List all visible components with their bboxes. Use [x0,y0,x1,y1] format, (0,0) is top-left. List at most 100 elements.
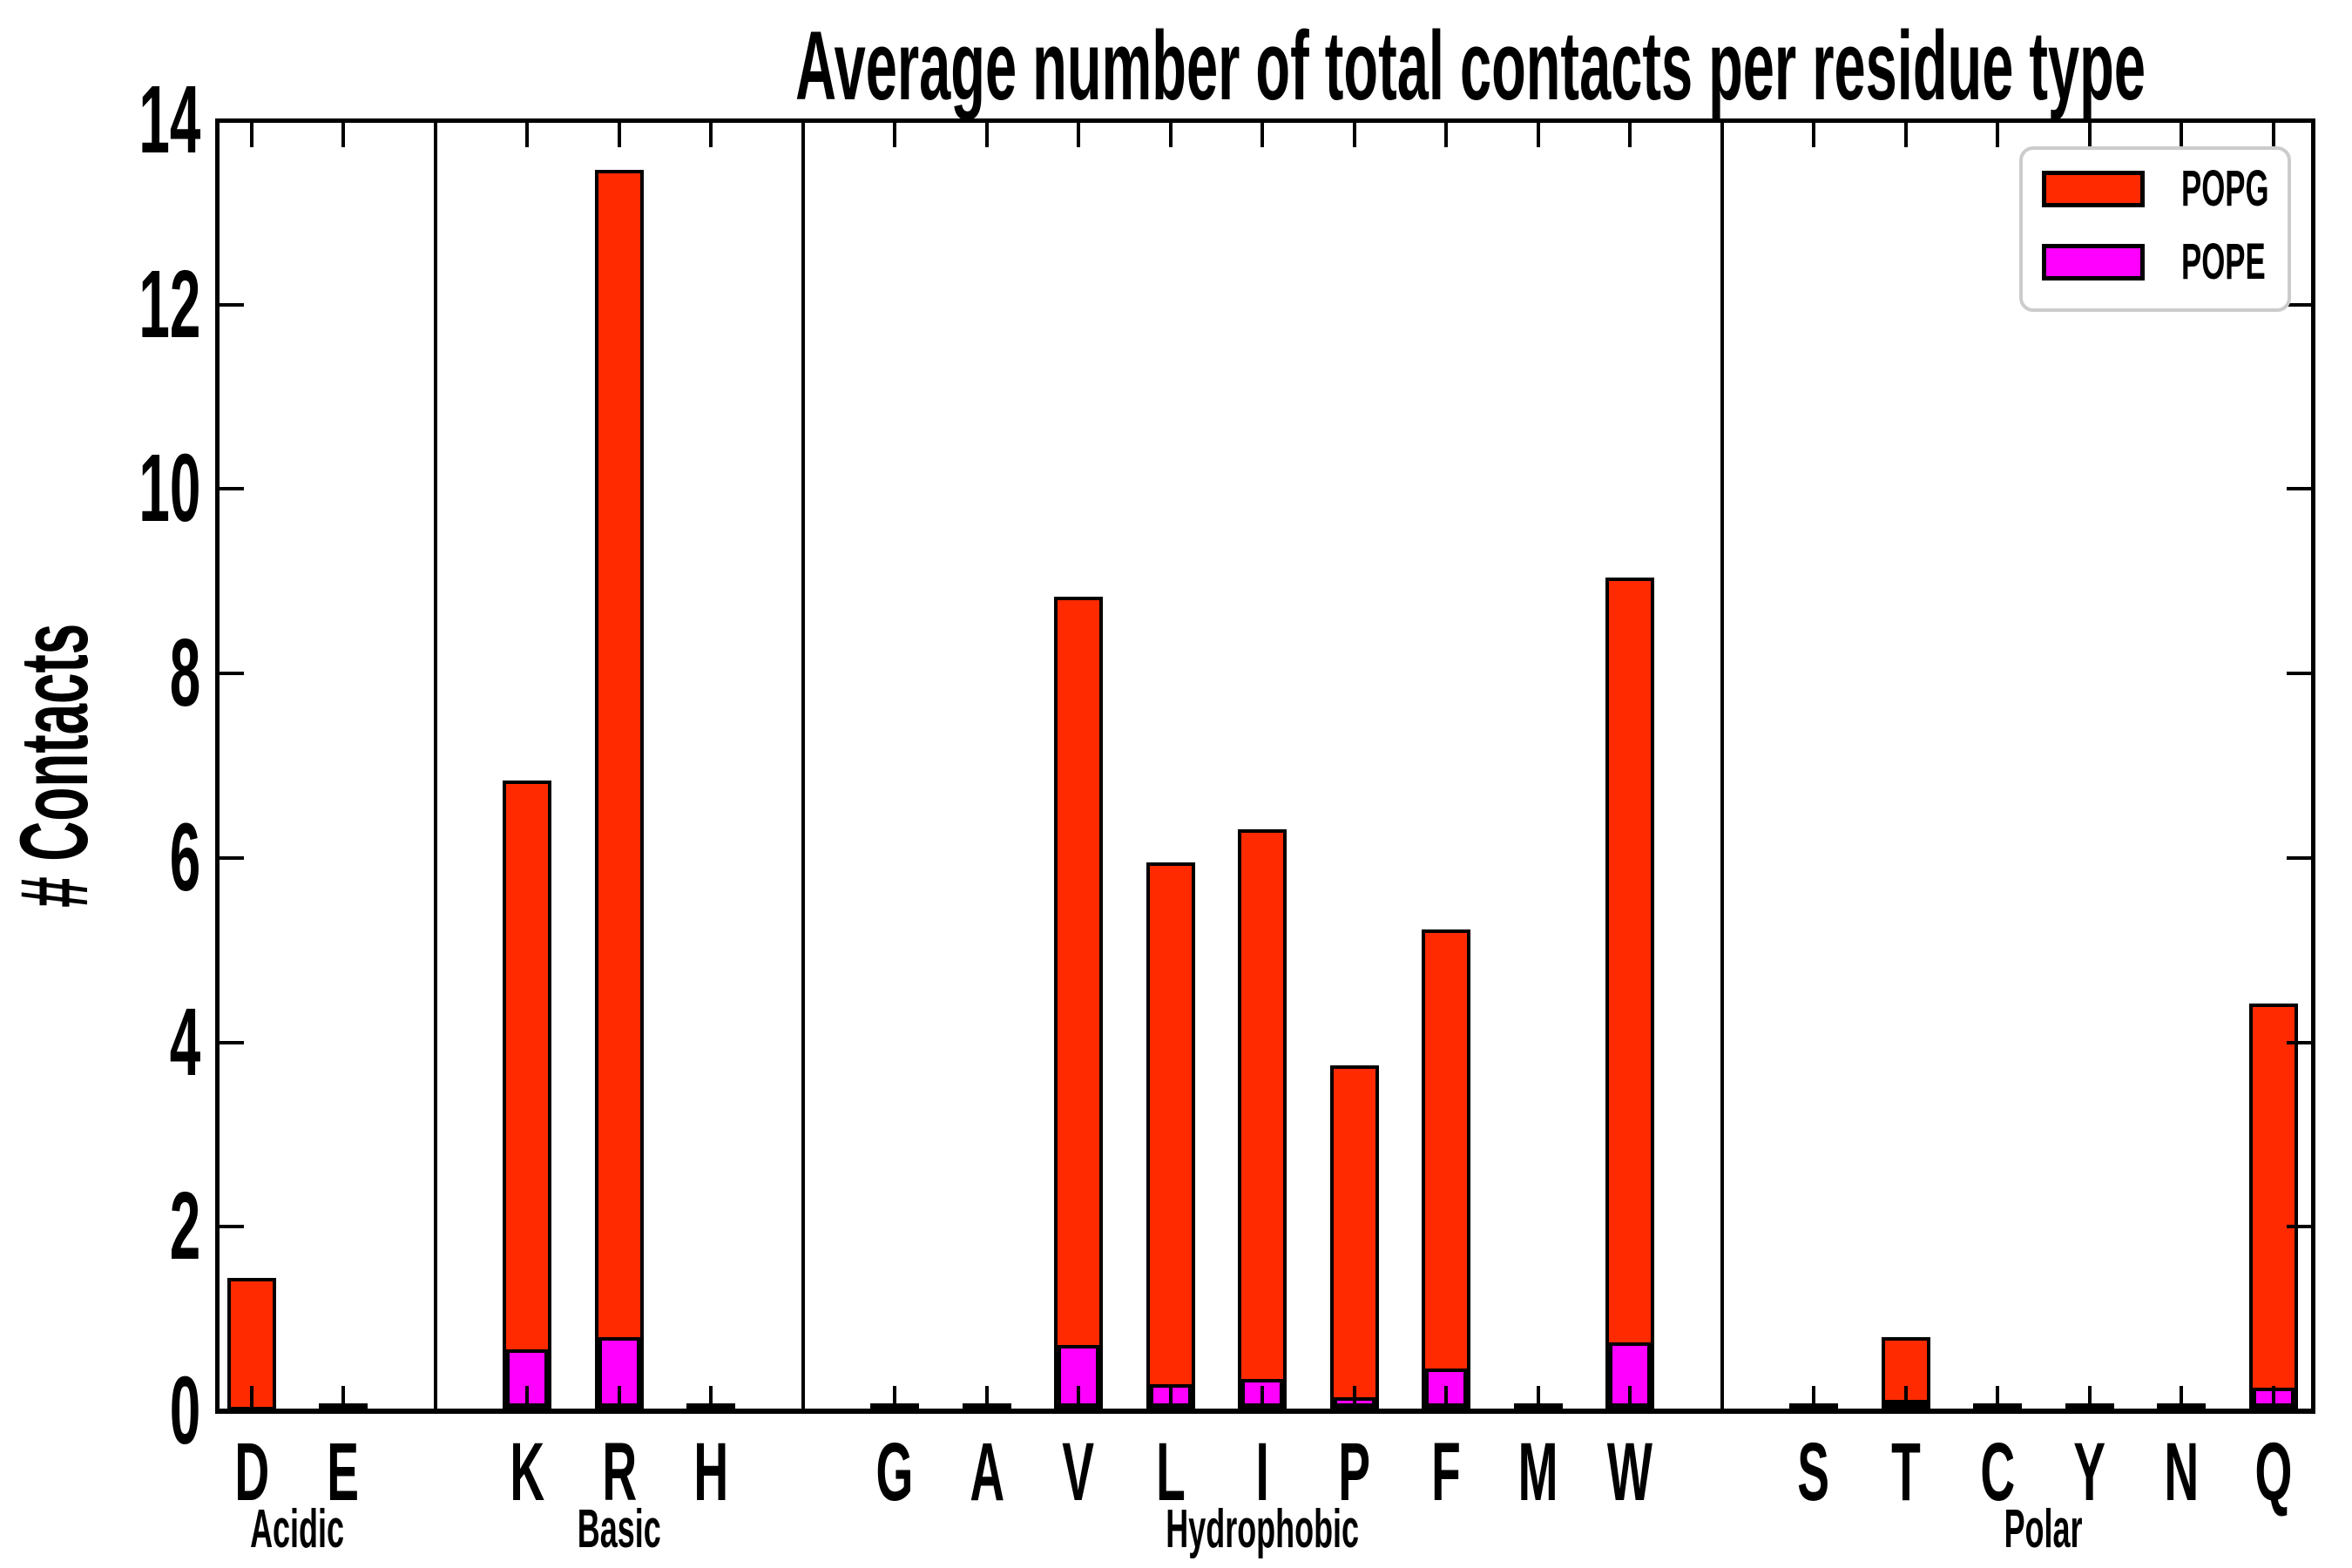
residue-letter-text: N [2164,1426,2199,1518]
group-separator [801,120,805,1411]
residue-letter-text: Q [2254,1426,2293,1518]
x-tick-bottom [1996,1386,1999,1411]
y-tick-right [2287,856,2311,860]
axis-spine-top [215,118,2315,123]
y-tick-label-text: 6 [169,804,200,911]
group-label-polar: Polar [1869,1502,2218,1558]
residue-label-W: W [1543,1429,1717,1516]
bar-W [1605,578,1654,1410]
x-tick-top [1996,122,1999,147]
residue-letter-text: Y [2073,1426,2106,1518]
x-tick-bottom [1260,1386,1264,1411]
residue-label-Q: Q [2186,1429,2352,1516]
residue-letter-text: S [1797,1426,1830,1518]
y-tick-right [2287,1041,2311,1044]
residue-letter-text: A [970,1426,1004,1518]
y-tick-label-text: 8 [169,619,200,727]
group-label-text: Acidic [250,1499,344,1559]
x-tick-top [1260,122,1264,147]
x-tick-top [1812,122,1815,147]
bar-F [1422,929,1470,1410]
residue-label-D: D [165,1429,339,1516]
y-tick-label: 2 [35,1179,200,1274]
residue-label-A: A [900,1429,1074,1516]
residue-letter-text: P [1338,1426,1371,1518]
x-tick-bottom [341,1386,345,1411]
x-tick-bottom [2088,1386,2092,1411]
x-tick-bottom [893,1386,896,1411]
residue-label-T: T [1819,1429,1993,1516]
group-label-basic: Basic [445,1502,794,1558]
x-tick-bottom [2272,1386,2275,1411]
residue-label-Y: Y [2003,1429,2177,1516]
residue-letter-text: T [1891,1426,1921,1518]
x-tick-bottom [985,1386,989,1411]
residue-label-F: F [1359,1429,1533,1516]
residue-letter-text: M [1518,1426,1558,1518]
x-tick-top [1353,122,1356,147]
residue-letter-text: F [1431,1426,1461,1518]
x-tick-top [1077,122,1080,147]
legend-label-text: POPE [2181,233,2266,290]
group-label-hydrophobic: Hydrophobic [1088,1502,1436,1558]
legend-box: POPG POPE [2019,146,2291,312]
axis-spine-right [2311,118,2315,1414]
residue-letter-text: R [602,1426,637,1518]
y-tick-label: 0 [35,1363,200,1459]
y-tick-label: 14 [35,72,200,168]
y-tick-left [220,672,244,675]
y-tick-label-text: 14 [139,66,200,173]
x-tick-bottom [1353,1386,1356,1411]
bar-R [595,170,644,1410]
x-tick-top [618,122,621,147]
x-tick-top [1904,122,1908,147]
x-tick-bottom [1077,1386,1080,1411]
y-tick-label-text: 4 [169,989,200,1096]
x-tick-bottom [525,1386,529,1411]
y-tick-left [220,303,244,307]
residue-label-C: C [1910,1429,2085,1516]
residue-letter-text: H [693,1426,728,1518]
x-tick-top [250,122,253,147]
y-tick-label: 10 [35,441,200,537]
x-tick-top [985,122,989,147]
residue-letter-text: L [1156,1426,1186,1518]
legend-swatch-popg [2042,171,2145,207]
residue-label-M: M [1451,1429,1625,1516]
y-tick-label: 12 [35,257,200,353]
bar-K [503,781,551,1410]
residue-label-H: H [624,1429,798,1516]
x-tick-bottom [1628,1386,1632,1411]
bar-L [1146,862,1195,1410]
x-tick-bottom [1169,1386,1173,1411]
x-tick-top [1169,122,1173,147]
residue-letter-text: K [510,1426,544,1518]
y-tick-label-text: 0 [169,1357,200,1464]
y-tick-left [220,1041,244,1044]
x-tick-top [2180,122,2183,147]
x-tick-bottom [618,1386,621,1411]
axis-spine-left [215,118,220,1414]
group-label-acidic: Acidic [123,1502,471,1558]
x-tick-bottom [1444,1386,1448,1411]
group-label-text: Polar [2004,1499,2083,1559]
y-tick-right [2287,672,2311,675]
legend-label-pope: POPE [2181,233,2286,290]
legend-swatch-pope [2042,244,2145,280]
residue-label-E: E [256,1429,430,1516]
residue-label-L: L [1084,1429,1258,1516]
residue-letter-text: V [1062,1426,1095,1518]
x-tick-top [341,122,345,147]
x-tick-top [2272,122,2275,147]
y-tick-left [220,856,244,860]
y-tick-right [2287,1225,2311,1228]
legend-label-text: POPG [2181,160,2269,217]
residue-label-R: R [532,1429,706,1516]
chart-title: Average number of total contacts per res… [795,11,2146,120]
y-tick-label-text: 10 [139,435,200,542]
x-tick-bottom [2180,1386,2183,1411]
y-tick-label: 8 [35,625,200,721]
group-separator [1720,120,1724,1411]
y-tick-left [220,1225,244,1228]
